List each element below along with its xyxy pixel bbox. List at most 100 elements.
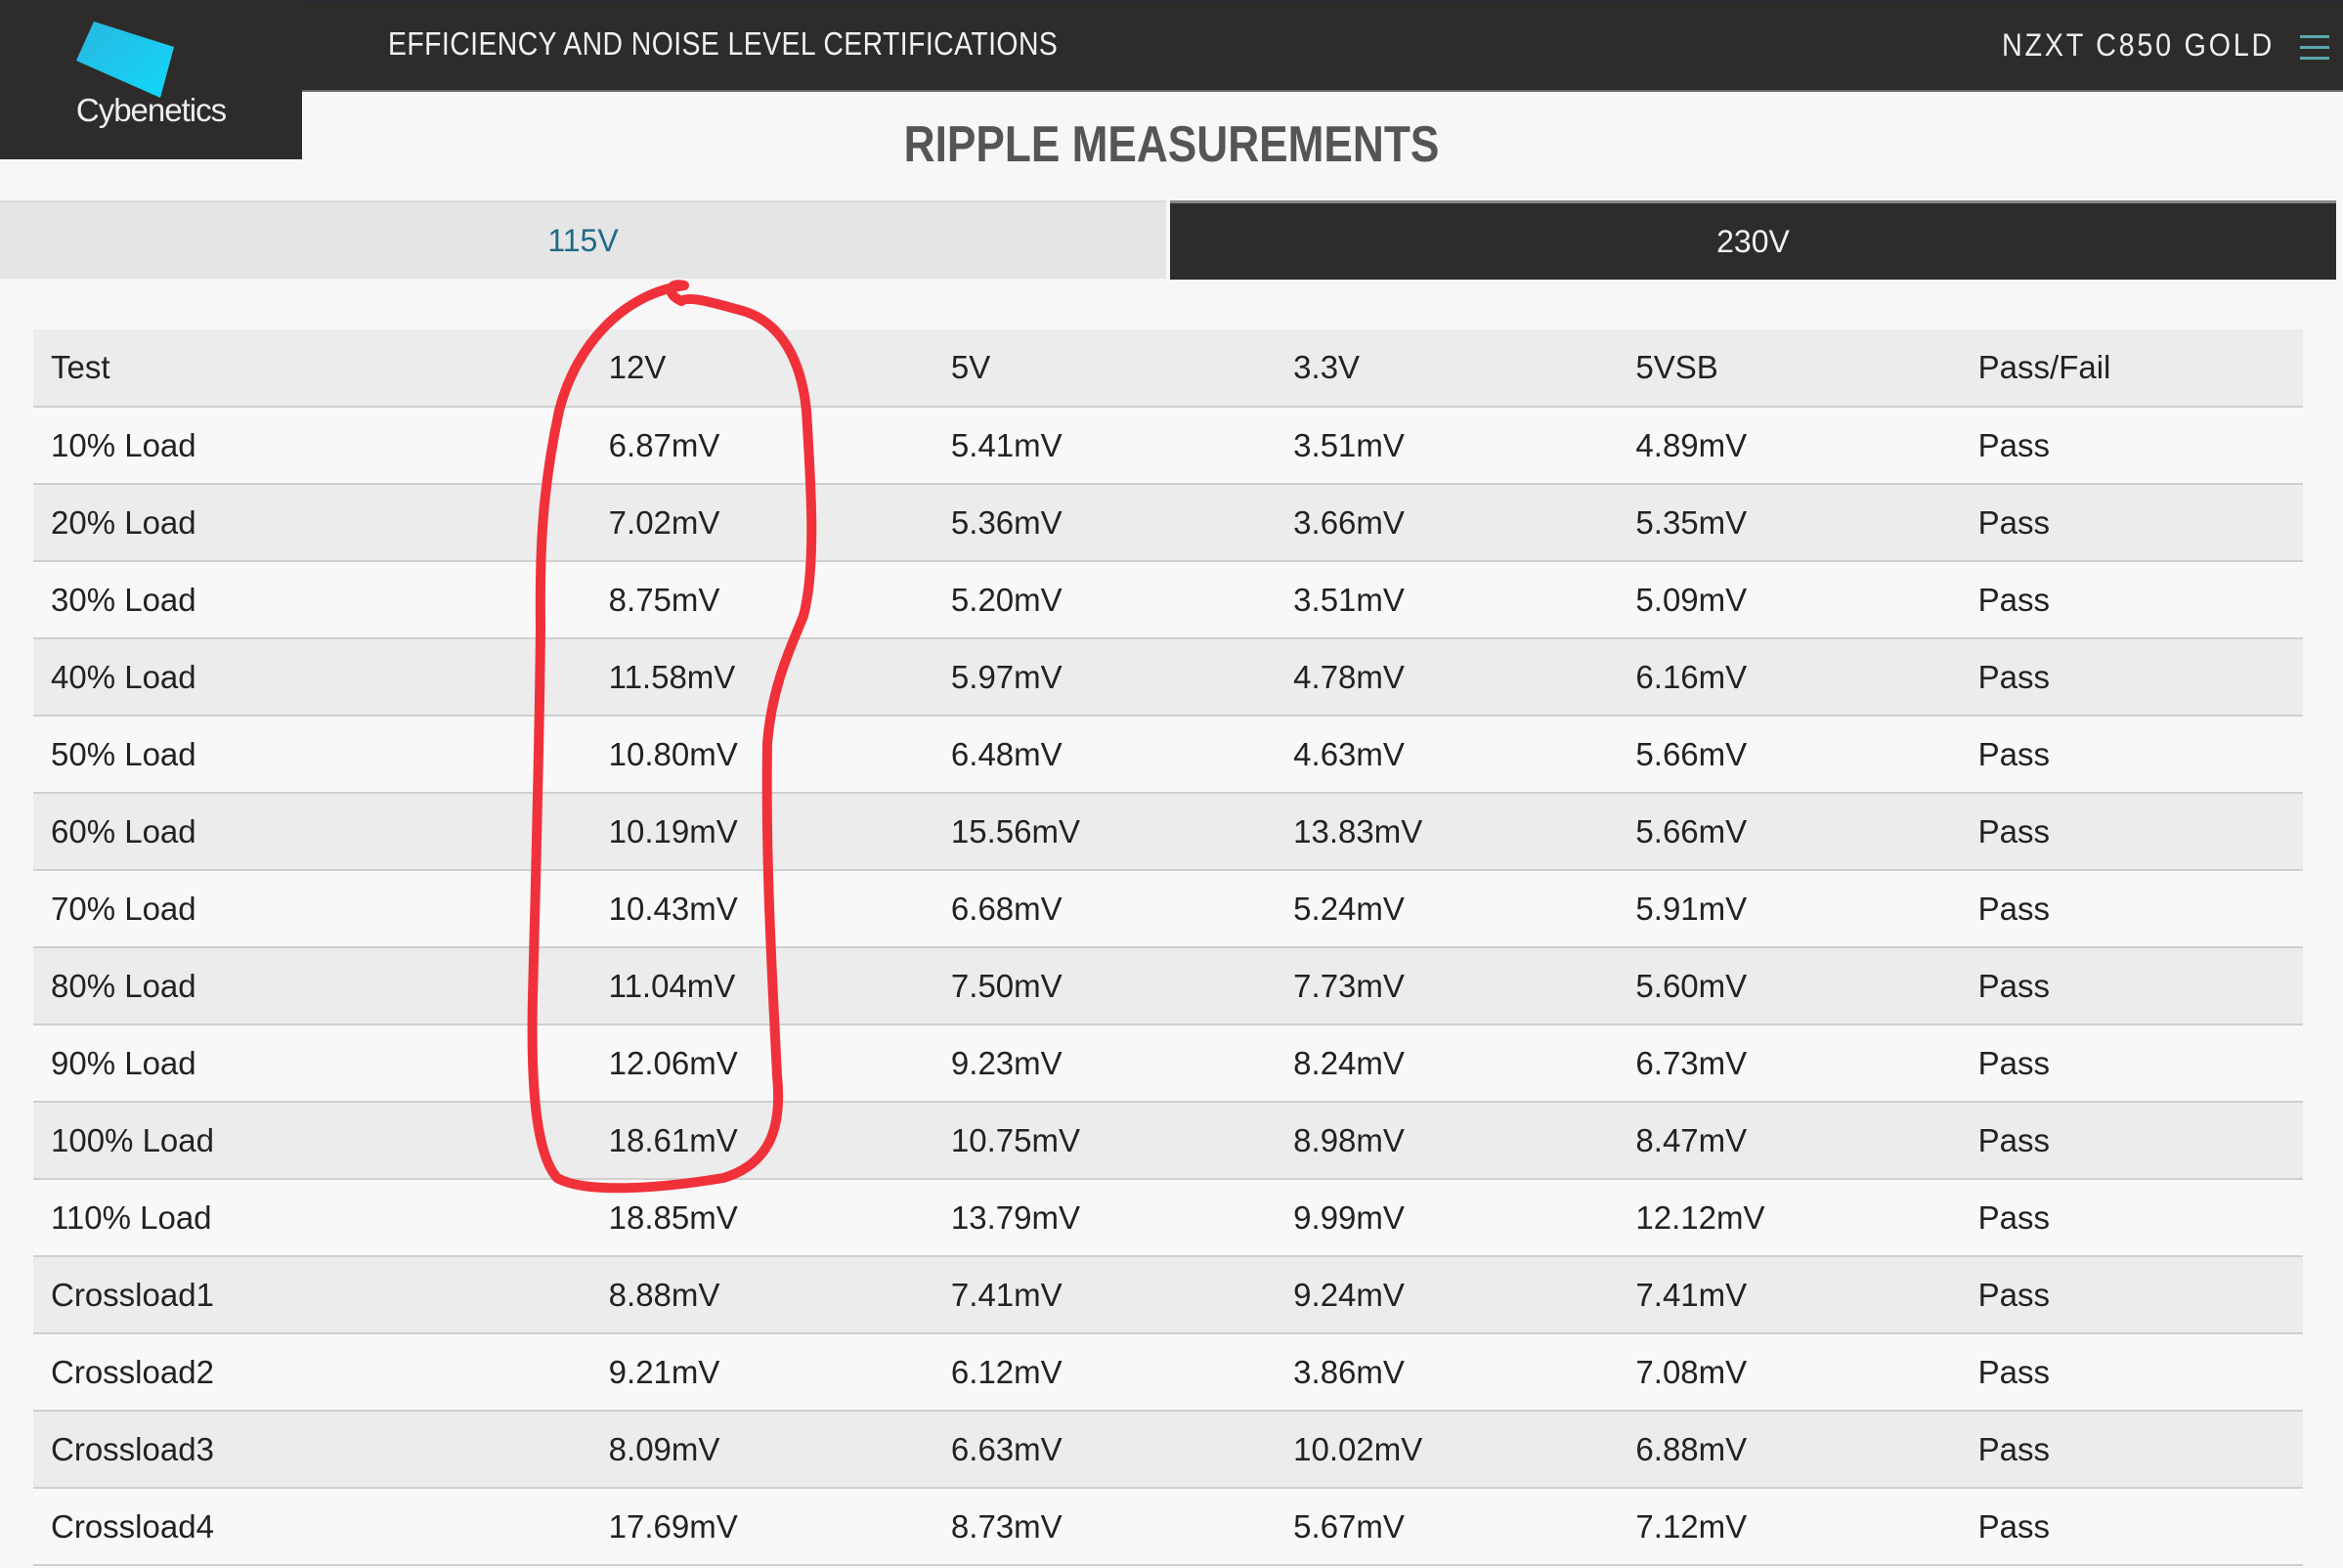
table-cell: 30% Load	[33, 561, 591, 639]
table-header-row: Test 12V 5V 3.3V 5VSB Pass/Fail	[33, 329, 2303, 408]
table-cell: Pass	[1960, 484, 2303, 562]
table-cell: 6.88mV	[1618, 1411, 1961, 1489]
table-cell: 7.50mV	[933, 947, 1277, 1025]
table-cell: 4.78mV	[1276, 638, 1619, 717]
table-cell: Pass	[1960, 407, 2303, 485]
table-cell: Pass	[1960, 1411, 2303, 1489]
nav-title[interactable]: EFFICIENCY AND NOISE LEVEL CERTIFICATION…	[388, 25, 1059, 62]
ripple-table: Test 12V 5V 3.3V 5VSB Pass/Fail 10% Load 6.87mV…	[33, 329, 2303, 1566]
column-header: 5VSB	[1618, 329, 1961, 408]
table-cell: Pass	[1960, 1024, 2303, 1103]
table-row: 50% Load 10.80mV 6.48mV 4.63mV 5.66mV Pass	[33, 716, 2303, 794]
table-cell: 7.02mV	[590, 484, 933, 562]
table-cell: 12.06mV	[590, 1024, 933, 1103]
tab-115v[interactable]: 115V	[0, 200, 1166, 279]
table-cell: 10.19mV	[590, 793, 933, 871]
table-row: 100% Load 18.61mV 10.75mV 8.98mV 8.47mV Pass	[33, 1102, 2303, 1180]
table-row: 110% Load 18.85mV 13.79mV 9.99mV 12.12mV Pass	[33, 1179, 2303, 1257]
table-cell: 3.86mV	[1276, 1333, 1619, 1412]
browser-strip	[0, 0, 2343, 3]
table-row: 60% Load 10.19mV 15.56mV 13.83mV 5.66mV Pass	[33, 793, 2303, 871]
table-row: Crossload2 9.21mV 6.12mV 3.86mV 7.08mV Pass	[33, 1333, 2303, 1412]
table-cell: 17.69mV	[590, 1488, 933, 1566]
table-cell: 20% Load	[33, 484, 591, 562]
table-cell: 10% Load	[33, 407, 591, 485]
table-cell: 5.41mV	[933, 407, 1277, 485]
table-cell: Pass	[1960, 561, 2303, 639]
table-cell: Pass	[1960, 1102, 2303, 1180]
table-cell: 10.43mV	[590, 870, 933, 948]
table-row: Crossload4 17.69mV 8.73mV 5.67mV 7.12mV Pass	[33, 1488, 2303, 1566]
table-row: 80% Load 11.04mV 7.50mV 7.73mV 5.60mV Pass	[33, 947, 2303, 1025]
table-cell: 11.58mV	[590, 638, 933, 717]
table-cell: 7.12mV	[1618, 1488, 1961, 1566]
table-cell: Pass	[1960, 1333, 2303, 1412]
table-cell: Crossload2	[33, 1333, 591, 1412]
table-cell: 4.89mV	[1618, 407, 1961, 485]
table-cell: 8.98mV	[1276, 1102, 1619, 1180]
table-cell: 9.23mV	[933, 1024, 1277, 1103]
column-header: 3.3V	[1276, 329, 1619, 408]
table-cell: 11.04mV	[590, 947, 933, 1025]
tab-230v[interactable]: 230V	[1170, 200, 2336, 280]
table-cell: 7.08mV	[1618, 1333, 1961, 1412]
table-row: 40% Load 11.58mV 5.97mV 4.78mV 6.16mV Pass	[33, 638, 2303, 717]
table-cell: 6.73mV	[1618, 1024, 1961, 1103]
table-cell: 5.60mV	[1618, 947, 1961, 1025]
table-cell: 5.66mV	[1618, 793, 1961, 871]
table-cell: 10.75mV	[933, 1102, 1277, 1180]
table-cell: 5.20mV	[933, 561, 1277, 639]
table-cell: Crossload1	[33, 1256, 591, 1334]
table-row: 30% Load 8.75mV 5.20mV 3.51mV 5.09mV Pass	[33, 561, 2303, 639]
table-row: 10% Load 6.87mV 5.41mV 3.51mV 4.89mV Pass	[33, 407, 2303, 485]
table-cell: 8.24mV	[1276, 1024, 1619, 1103]
table-cell: 3.51mV	[1276, 561, 1619, 639]
table-cell: Pass	[1960, 793, 2303, 871]
table-cell: 7.41mV	[933, 1256, 1277, 1334]
table-cell: 6.16mV	[1618, 638, 1961, 717]
column-header: Pass/Fail	[1960, 329, 2303, 408]
table-cell: 8.73mV	[933, 1488, 1277, 1566]
table-cell: 18.85mV	[590, 1179, 933, 1257]
table-cell: 6.63mV	[933, 1411, 1277, 1489]
table-cell: Pass	[1960, 1256, 2303, 1334]
column-header: 12V	[590, 329, 933, 408]
table-cell: 15.56mV	[933, 793, 1277, 871]
table-cell: Pass	[1960, 870, 2303, 948]
table-cell: 5.24mV	[1276, 870, 1619, 948]
voltage-tabs: 115V 230V	[0, 200, 2336, 280]
table-cell: 6.87mV	[590, 407, 933, 485]
table-row: Crossload1 8.88mV 7.41mV 9.24mV 7.41mV Pass	[33, 1256, 2303, 1334]
hamburger-icon[interactable]	[2300, 35, 2329, 61]
diamond-logo-icon	[76, 22, 174, 98]
table-cell: 18.61mV	[590, 1102, 933, 1180]
table-cell: 50% Load	[33, 716, 591, 794]
table-cell: Pass	[1960, 716, 2303, 794]
table-row: 70% Load 10.43mV 6.68mV 5.24mV 5.91mV Pass	[33, 870, 2303, 948]
table-cell: 7.41mV	[1618, 1256, 1961, 1334]
table-row: 20% Load 7.02mV 5.36mV 3.66mV 5.35mV Pass	[33, 484, 2303, 562]
table-cell: 5.09mV	[1618, 561, 1961, 639]
table-cell: 5.67mV	[1276, 1488, 1619, 1566]
table-cell: 90% Load	[33, 1024, 591, 1103]
table-cell: 12.12mV	[1618, 1179, 1961, 1257]
table-cell: 5.35mV	[1618, 484, 1961, 562]
table-cell: 60% Load	[33, 793, 591, 871]
table-cell: 70% Load	[33, 870, 591, 948]
table-cell: Pass	[1960, 638, 2303, 717]
table-cell: 40% Load	[33, 638, 591, 717]
table-cell: 10.02mV	[1276, 1411, 1619, 1489]
cybenetics-logo[interactable]: Cybenetics	[0, 0, 302, 159]
top-navigation-bar: EFFICIENCY AND NOISE LEVEL CERTIFICATION…	[0, 0, 2343, 92]
table-cell: 8.88mV	[590, 1256, 933, 1334]
table-cell: Crossload4	[33, 1488, 591, 1566]
table-row: 90% Load 12.06mV 9.23mV 8.24mV 6.73mV Pass	[33, 1024, 2303, 1103]
table-cell: 6.12mV	[933, 1333, 1277, 1412]
table-cell: 9.99mV	[1276, 1179, 1619, 1257]
table-row: Crossload3 8.09mV 6.63mV 10.02mV 6.88mV Pass	[33, 1411, 2303, 1489]
table-cell: 80% Load	[33, 947, 591, 1025]
table-cell: Pass	[1960, 1179, 2303, 1257]
table-cell: 9.24mV	[1276, 1256, 1619, 1334]
table-cell: 9.21mV	[590, 1333, 933, 1412]
page-title: RIPPLE MEASUREMENTS	[903, 116, 1440, 173]
